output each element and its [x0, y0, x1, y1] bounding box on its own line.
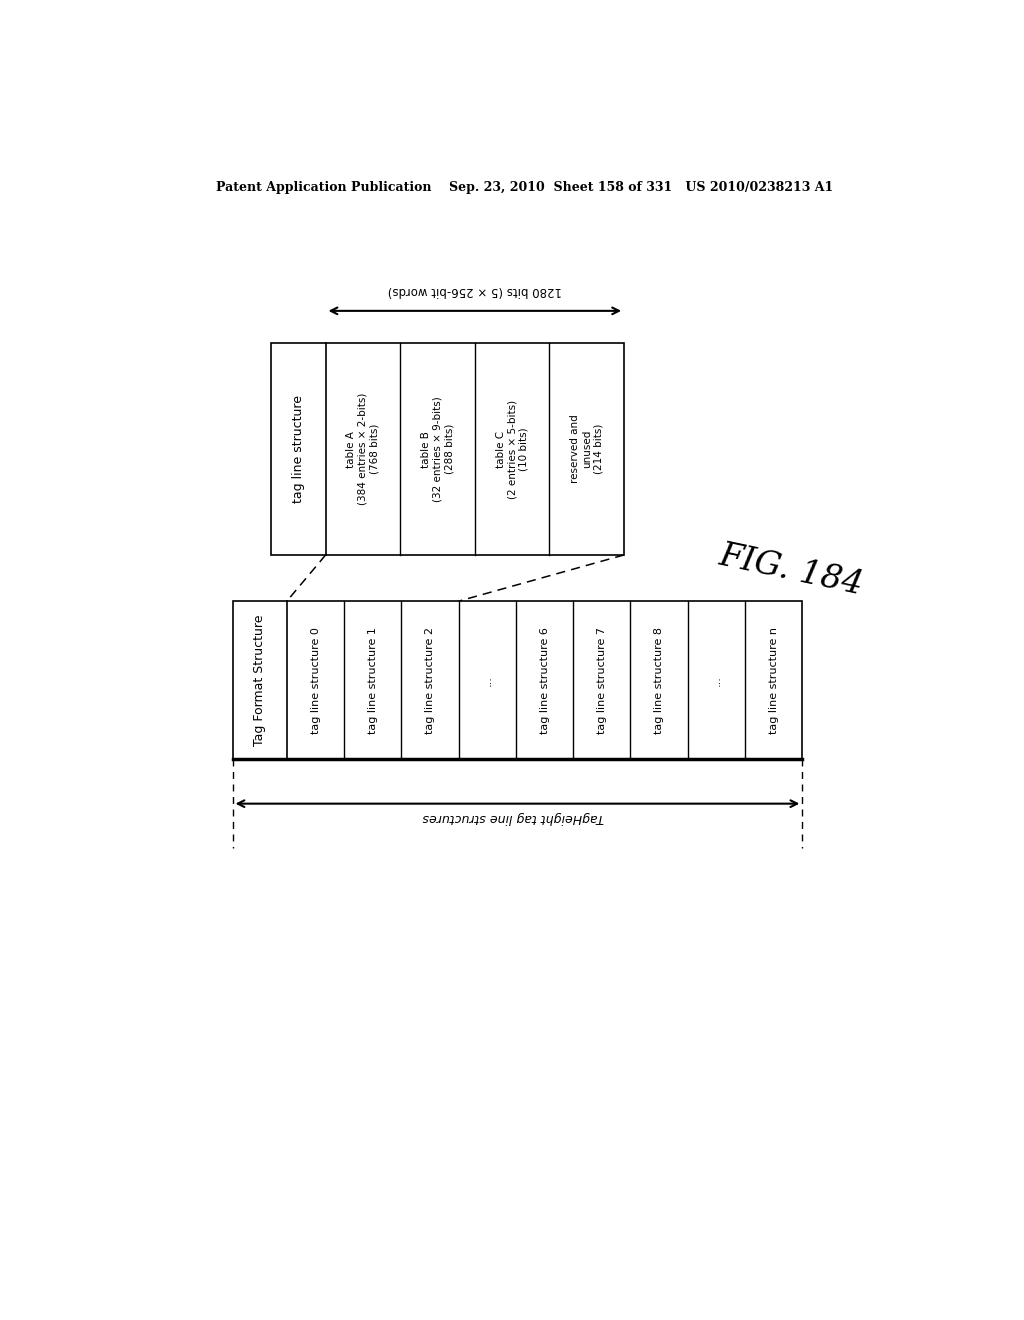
Text: tag line structure 6: tag line structure 6	[540, 627, 550, 734]
Text: tag line structure: tag line structure	[292, 395, 305, 503]
Text: table C
(2 entries × 5-bits)
(10 bits): table C (2 entries × 5-bits) (10 bits)	[496, 400, 528, 499]
Text: reserved and
unused
(214 bits): reserved and unused (214 bits)	[570, 414, 603, 483]
Text: Patent Application Publication    Sep. 23, 2010  Sheet 158 of 331   US 2010/0238: Patent Application Publication Sep. 23, …	[216, 181, 834, 194]
Text: TagHeight tag line structures: TagHeight tag line structures	[423, 812, 604, 825]
Text: tag line structure 1: tag line structure 1	[368, 627, 378, 734]
Bar	[232, 601, 802, 759]
Text: table B
(32 entries × 9-bits)
(288 bits): table B (32 entries × 9-bits) (288 bits)	[421, 396, 454, 502]
Text: ...: ...	[712, 675, 721, 685]
Text: tag line structure 2: tag line structure 2	[425, 627, 435, 734]
Text: FIG. 184: FIG. 184	[716, 540, 865, 601]
Text: 1280 bits (5 × 256-bit words): 1280 bits (5 × 256-bit words)	[388, 284, 562, 297]
Text: Tag Format Structure: Tag Format Structure	[253, 614, 266, 746]
Text: tag line structure 7: tag line structure 7	[597, 627, 607, 734]
Text: tag line structure 0: tag line structure 0	[310, 627, 321, 734]
Text: table A
(384 entries × 2-bits)
(768 bits): table A (384 entries × 2-bits) (768 bits…	[346, 393, 380, 506]
Text: tag line structure 8: tag line structure 8	[654, 627, 665, 734]
Text: ...: ...	[482, 675, 493, 685]
Text: tag line structure n: tag line structure n	[769, 627, 778, 734]
Bar	[271, 343, 624, 554]
